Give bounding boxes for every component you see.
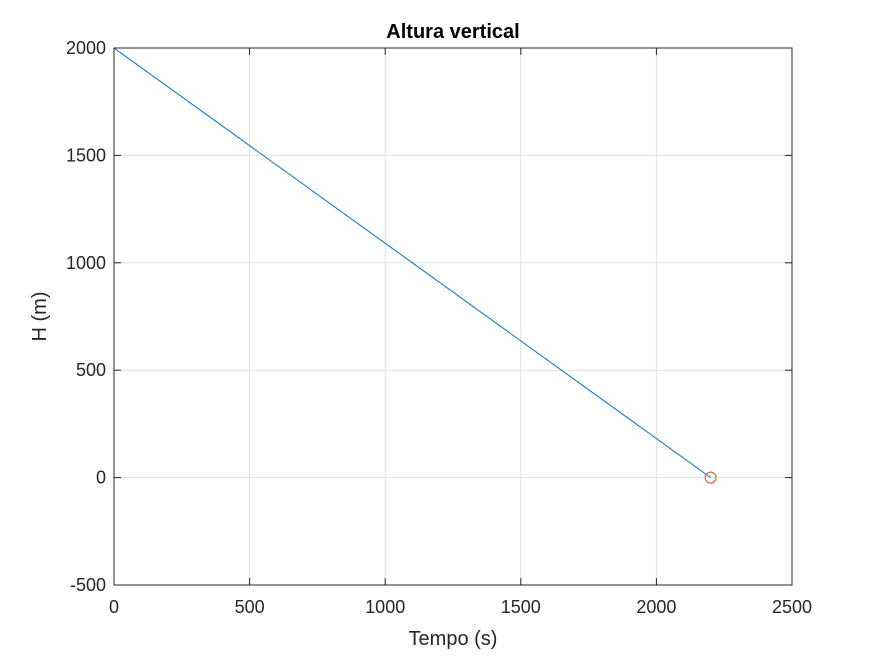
- x-tick-label: 2000: [636, 597, 676, 617]
- y-tick-label: 2000: [66, 38, 106, 58]
- y-tick-label: 1000: [66, 253, 106, 273]
- plot-data: [113, 47, 717, 484]
- end-point-marker: [704, 471, 717, 484]
- x-tick-label: 0: [109, 597, 119, 617]
- x-tick-label: 1500: [501, 597, 541, 617]
- y-tick-label: 1500: [66, 145, 106, 165]
- y-tick-label: -500: [70, 575, 106, 595]
- y-axis-label: H (m): [29, 292, 51, 342]
- y-tick-label: 0: [96, 468, 106, 488]
- chart-title: Altura vertical: [386, 21, 519, 43]
- grid: [113, 47, 793, 586]
- x-tick-label: 500: [235, 597, 265, 617]
- x-axis-label: Tempo (s): [409, 628, 498, 650]
- x-tick-label: 1000: [365, 597, 405, 617]
- plot-area-border: [113, 47, 793, 586]
- series-line: [113, 47, 711, 479]
- x-tick-label: 2500: [772, 597, 812, 617]
- y-tick-label: 500: [76, 360, 106, 380]
